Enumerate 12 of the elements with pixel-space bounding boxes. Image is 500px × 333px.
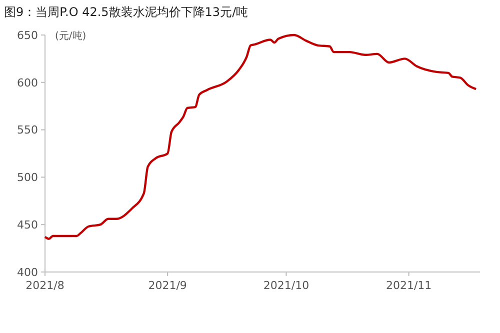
x-tick-label: 2021/11 — [386, 279, 432, 292]
chart-title: 图9：当周P.O 42.5散装水泥均价下降13元/吨 — [4, 5, 248, 19]
y-tick-label: 550 — [17, 124, 38, 137]
y-tick-label: 600 — [17, 76, 38, 90]
y-axis-title: (元/吨) — [55, 30, 86, 42]
y-tick-label: 500 — [17, 171, 38, 184]
y-tick-label: 400 — [17, 266, 38, 279]
x-tick-label: 2021/10 — [263, 279, 310, 292]
y-tick-label: 450 — [17, 218, 38, 232]
y-tick-label: 650 — [17, 28, 38, 42]
x-tick-label: 2021/9 — [148, 279, 187, 292]
x-tick-label: 2021/8 — [26, 279, 64, 292]
